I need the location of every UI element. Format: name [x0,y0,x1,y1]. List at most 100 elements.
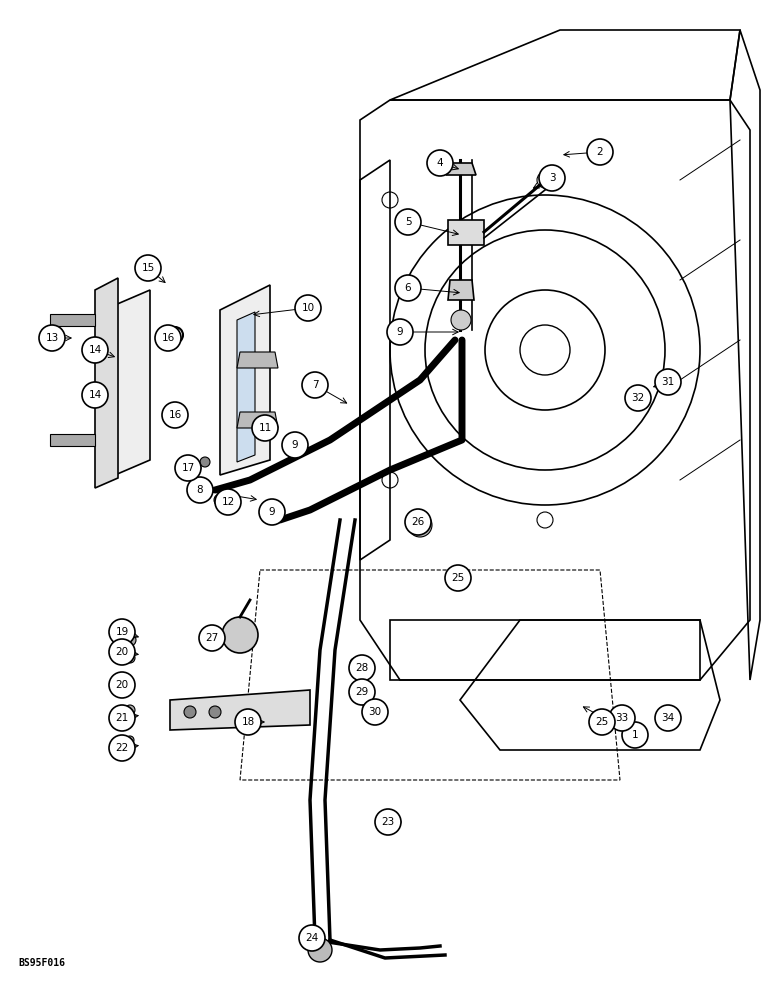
Text: 14: 14 [88,345,102,355]
Text: 22: 22 [115,743,129,753]
Text: 15: 15 [141,263,154,273]
Circle shape [395,209,421,235]
Circle shape [634,389,646,401]
Circle shape [209,706,221,718]
Circle shape [39,325,65,351]
Circle shape [589,709,615,735]
Circle shape [617,712,633,728]
Polygon shape [237,352,278,368]
Circle shape [450,567,470,587]
Circle shape [124,634,136,646]
Text: 24: 24 [306,933,319,943]
Circle shape [252,415,278,441]
Circle shape [622,722,648,748]
Circle shape [427,150,453,176]
Text: 11: 11 [259,423,272,433]
Text: 33: 33 [615,713,628,723]
Text: 26: 26 [411,517,425,527]
Circle shape [302,372,328,398]
Circle shape [349,679,375,705]
Circle shape [187,477,213,503]
Circle shape [353,685,363,695]
Circle shape [235,709,261,735]
Circle shape [375,809,401,835]
Circle shape [349,655,375,681]
Text: 25: 25 [595,717,608,727]
Text: 12: 12 [222,497,235,507]
Circle shape [295,295,321,321]
Text: 21: 21 [115,713,129,723]
Polygon shape [237,412,278,428]
Text: 14: 14 [88,390,102,400]
Text: 3: 3 [549,173,555,183]
Text: 10: 10 [301,303,314,313]
Circle shape [82,382,108,408]
Circle shape [109,639,135,665]
Circle shape [222,617,258,653]
Circle shape [590,710,610,730]
Text: 20: 20 [116,680,129,690]
Text: 28: 28 [355,663,368,673]
Text: 7: 7 [312,380,318,390]
Text: 16: 16 [168,410,181,420]
Circle shape [587,139,613,165]
Circle shape [609,705,635,731]
Circle shape [350,658,360,668]
Circle shape [362,699,388,725]
Circle shape [135,255,161,281]
Text: 20: 20 [116,647,129,657]
Circle shape [363,700,373,710]
Circle shape [82,337,108,363]
Circle shape [395,275,421,301]
Circle shape [539,165,565,191]
Text: 30: 30 [368,707,381,717]
Circle shape [109,735,135,761]
Circle shape [657,377,673,393]
Polygon shape [448,220,484,245]
Circle shape [109,672,135,698]
Text: 34: 34 [662,713,675,723]
Text: 27: 27 [205,633,218,643]
Circle shape [451,310,471,330]
Text: 23: 23 [381,817,394,827]
Text: 29: 29 [355,687,368,697]
Circle shape [125,705,135,715]
Circle shape [126,736,134,744]
Polygon shape [448,280,474,300]
Circle shape [175,455,201,481]
Text: BS95F016: BS95F016 [18,958,65,968]
Polygon shape [220,285,270,475]
Circle shape [655,369,681,395]
Circle shape [109,619,135,645]
Circle shape [215,489,241,515]
Circle shape [387,319,413,345]
Text: 32: 32 [631,393,645,403]
Circle shape [109,705,135,731]
Text: 1: 1 [631,730,638,740]
Text: 9: 9 [292,440,298,450]
Circle shape [657,710,673,726]
Polygon shape [170,690,310,730]
Circle shape [199,625,225,651]
Polygon shape [446,163,476,175]
Polygon shape [95,278,118,488]
Text: 9: 9 [269,507,276,517]
Circle shape [408,513,432,537]
Text: 4: 4 [437,158,443,168]
Circle shape [214,494,226,506]
Circle shape [655,705,681,731]
Circle shape [282,432,308,458]
Circle shape [299,925,325,951]
Circle shape [155,325,181,351]
Circle shape [625,385,651,411]
Text: 5: 5 [405,217,411,227]
Circle shape [125,653,135,663]
Text: 25: 25 [452,573,465,583]
Circle shape [259,499,285,525]
Text: 2: 2 [597,147,603,157]
Text: 16: 16 [161,333,174,343]
Text: 31: 31 [662,377,675,387]
Text: 9: 9 [397,327,403,337]
Text: 18: 18 [242,717,255,727]
Text: 13: 13 [46,333,59,343]
